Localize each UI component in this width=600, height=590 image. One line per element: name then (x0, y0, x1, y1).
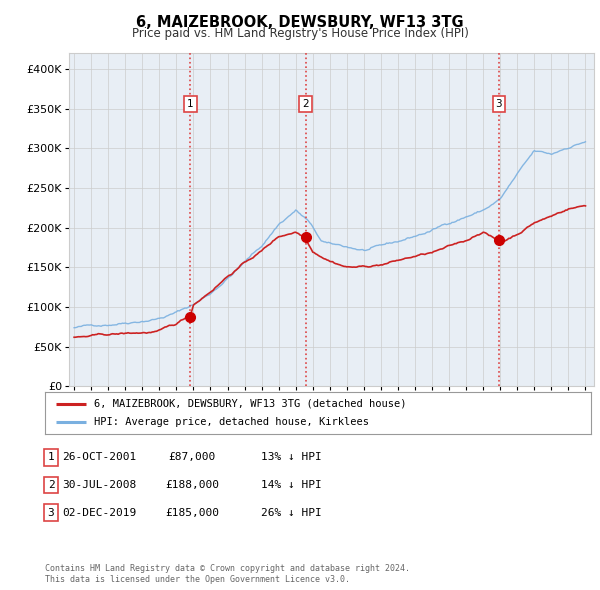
Text: 14% ↓ HPI: 14% ↓ HPI (260, 480, 322, 490)
Text: 6, MAIZEBROOK, DEWSBURY, WF13 3TG: 6, MAIZEBROOK, DEWSBURY, WF13 3TG (136, 15, 464, 30)
Text: 30-JUL-2008: 30-JUL-2008 (62, 480, 136, 490)
Text: 6, MAIZEBROOK, DEWSBURY, WF13 3TG (detached house): 6, MAIZEBROOK, DEWSBURY, WF13 3TG (detac… (94, 398, 407, 408)
Text: 02-DEC-2019: 02-DEC-2019 (62, 508, 136, 517)
Text: 26-OCT-2001: 26-OCT-2001 (62, 453, 136, 462)
Text: HPI: Average price, detached house, Kirklees: HPI: Average price, detached house, Kirk… (94, 418, 369, 428)
Text: 13% ↓ HPI: 13% ↓ HPI (260, 453, 322, 462)
Text: 1: 1 (47, 453, 55, 462)
Text: £188,000: £188,000 (165, 480, 219, 490)
Text: Price paid vs. HM Land Registry's House Price Index (HPI): Price paid vs. HM Land Registry's House … (131, 27, 469, 40)
Text: £87,000: £87,000 (169, 453, 215, 462)
Text: Contains HM Land Registry data © Crown copyright and database right 2024.: Contains HM Land Registry data © Crown c… (45, 565, 410, 573)
Text: £185,000: £185,000 (165, 508, 219, 517)
Text: 3: 3 (47, 508, 55, 517)
Text: 2: 2 (47, 480, 55, 490)
Text: 3: 3 (496, 99, 502, 109)
Text: 26% ↓ HPI: 26% ↓ HPI (260, 508, 322, 517)
Text: This data is licensed under the Open Government Licence v3.0.: This data is licensed under the Open Gov… (45, 575, 350, 584)
Text: 2: 2 (302, 99, 309, 109)
Text: 1: 1 (187, 99, 194, 109)
